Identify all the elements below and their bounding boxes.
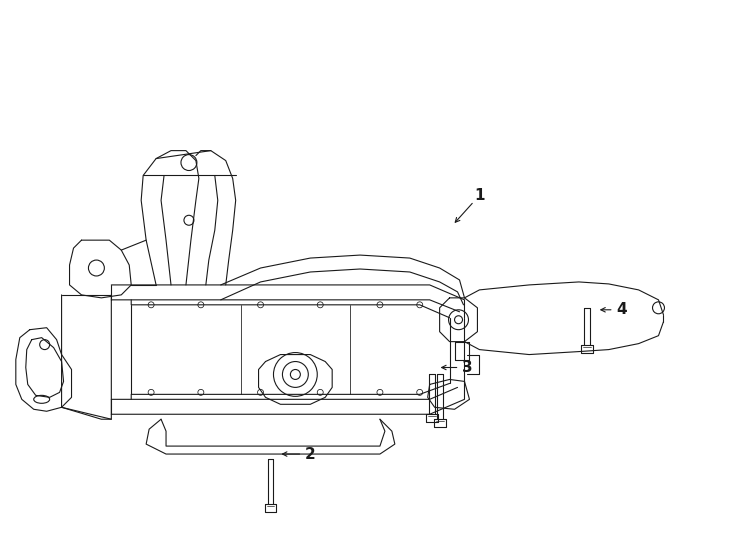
Text: 2: 2 (305, 447, 316, 462)
Text: 4: 4 (617, 302, 627, 318)
Text: 1: 1 (474, 188, 484, 203)
Text: 3: 3 (462, 360, 473, 375)
